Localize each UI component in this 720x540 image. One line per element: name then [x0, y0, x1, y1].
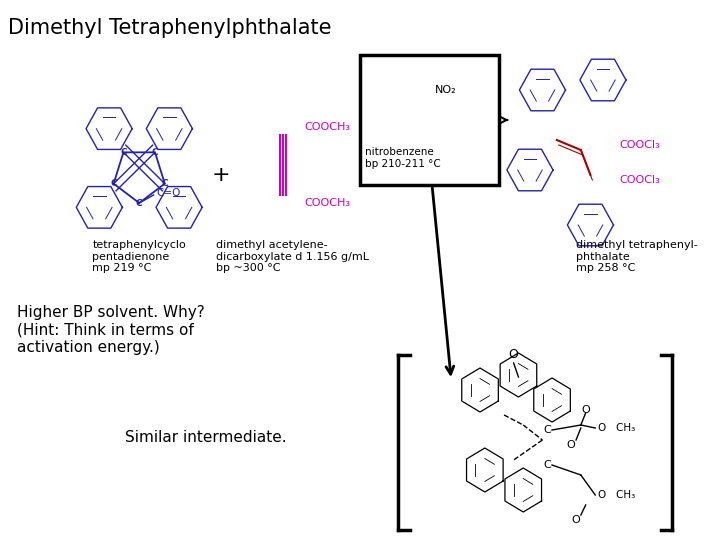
Text: Dimethyl Tetraphenylphthalate: Dimethyl Tetraphenylphthalate: [8, 18, 331, 38]
Text: O: O: [572, 515, 580, 525]
Text: Higher BP solvent. Why?
(Hint: Think in terms of
activation energy.): Higher BP solvent. Why? (Hint: Think in …: [17, 305, 205, 355]
Text: O   CH₃: O CH₃: [598, 423, 635, 433]
Text: COOCl₃: COOCl₃: [619, 175, 660, 185]
Text: NO₂: NO₂: [435, 85, 456, 95]
Text: Similar intermediate.: Similar intermediate.: [125, 430, 287, 445]
Text: C: C: [120, 148, 127, 157]
Text: dimethyl acetylene-
dicarboxylate d 1.156 g/mL
bp ~300 °C: dimethyl acetylene- dicarboxylate d 1.15…: [216, 240, 369, 273]
Text: +: +: [212, 165, 230, 185]
Text: nitrobenzene
bp 210-211 °C: nitrobenzene bp 210-211 °C: [365, 147, 441, 168]
Text: C: C: [136, 199, 143, 207]
Text: COOCl₃: COOCl₃: [619, 140, 660, 150]
Text: C=O: C=O: [156, 188, 181, 198]
Text: COOCH₃: COOCH₃: [305, 122, 351, 132]
Text: O: O: [509, 348, 518, 361]
Text: C: C: [544, 425, 551, 435]
Text: dimethyl tetraphenyl-
phthalate
mp 258 °C: dimethyl tetraphenyl- phthalate mp 258 °…: [576, 240, 698, 273]
Text: O: O: [567, 440, 575, 450]
Text: C: C: [544, 460, 551, 470]
Text: C: C: [152, 148, 158, 157]
Text: O: O: [581, 405, 590, 415]
Text: tetraphenylcyclo
pentadienone
mp 219 °C: tetraphenylcyclo pentadienone mp 219 °C: [92, 240, 186, 273]
Text: COOCH₃: COOCH₃: [305, 198, 351, 208]
Bar: [360, 55, 499, 185]
Text: O   CH₃: O CH₃: [598, 490, 635, 500]
Text: C: C: [110, 179, 117, 188]
Text: C: C: [161, 179, 168, 188]
